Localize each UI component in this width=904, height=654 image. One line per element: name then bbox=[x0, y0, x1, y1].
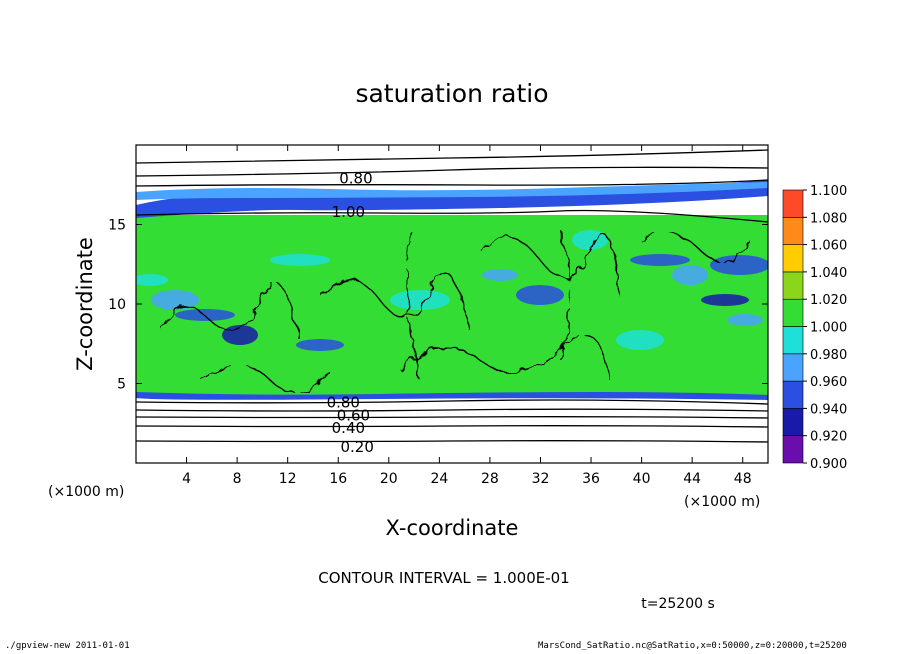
footer-left: ./gpview-new 2011-01-01 bbox=[5, 641, 130, 651]
isoline bbox=[136, 408, 768, 412]
saturated-region bbox=[136, 215, 768, 395]
colorbar-label: 1.040 bbox=[810, 266, 847, 281]
y-tick-label: 5 bbox=[117, 377, 126, 393]
y-tick-label: 10 bbox=[108, 297, 126, 313]
isoline bbox=[136, 399, 768, 405]
field-patch bbox=[516, 285, 564, 305]
isoline bbox=[399, 334, 611, 381]
field-patch bbox=[270, 254, 330, 266]
time-text: t=25200 s bbox=[641, 596, 715, 612]
footer-right: MarsCond_SatRatio.nc@SatRatio,x=0:50000,… bbox=[538, 641, 847, 651]
field-patch bbox=[630, 254, 690, 266]
y-tick-label: 15 bbox=[108, 218, 126, 234]
colorbar-band bbox=[782, 271, 804, 300]
isoline bbox=[136, 149, 768, 164]
x-tick-label: 12 bbox=[279, 471, 297, 487]
field-patch bbox=[390, 290, 450, 310]
colorbar-label: 1.000 bbox=[810, 321, 847, 336]
x-axis-label: X-coordinate bbox=[386, 516, 519, 540]
field-patch bbox=[710, 255, 768, 275]
colorbar-label: 0.920 bbox=[810, 430, 847, 445]
colorbar-label: 0.900 bbox=[810, 457, 847, 472]
colorbar-band bbox=[782, 217, 804, 245]
x-tick-label: 16 bbox=[329, 471, 347, 487]
contour-interval-text: CONTOUR INTERVAL = 1.000E-01 bbox=[318, 569, 569, 587]
colorbar-label: 1.100 bbox=[810, 184, 847, 199]
plot-area bbox=[136, 145, 768, 463]
isoline bbox=[639, 231, 751, 264]
colorbar-band bbox=[782, 298, 804, 327]
lower-blue-fringe bbox=[136, 392, 768, 400]
colorbar-label: 0.940 bbox=[810, 402, 847, 417]
x-unit-left: (×1000 m) bbox=[48, 484, 124, 500]
x-tick-label: 32 bbox=[532, 471, 550, 487]
colorbar-band bbox=[782, 380, 804, 409]
field-patch bbox=[672, 265, 708, 285]
field-patch bbox=[616, 330, 664, 350]
colorbar-band bbox=[782, 353, 804, 382]
x-tick-label: 24 bbox=[430, 471, 448, 487]
isoline bbox=[199, 364, 331, 394]
colorbar-label: 1.020 bbox=[810, 293, 847, 308]
x-axis: 4 8 12 16 20 24 28 32 36 40 44 48 bbox=[182, 145, 752, 487]
x-unit-right: (×1000 m) bbox=[684, 494, 760, 510]
colorbar-label: 1.080 bbox=[810, 211, 847, 226]
x-tick-label: 4 bbox=[182, 471, 191, 487]
contour-lines bbox=[136, 149, 768, 443]
saturation-field bbox=[136, 180, 768, 463]
isoline bbox=[406, 229, 421, 381]
contour-label: 0.60 bbox=[337, 406, 370, 424]
colorbar-band bbox=[782, 189, 804, 218]
contour-label: 0.80 bbox=[327, 394, 360, 412]
colorbar-label: 1.060 bbox=[810, 239, 847, 254]
field-patch bbox=[136, 274, 168, 286]
y-axis-label: Z-coordinate bbox=[73, 237, 97, 371]
x-tick-label: 40 bbox=[633, 471, 651, 487]
contour-label: 1.00 bbox=[332, 203, 365, 221]
isoline bbox=[479, 232, 621, 301]
x-tick-label: 36 bbox=[582, 471, 600, 487]
x-tick-label: 8 bbox=[233, 471, 242, 487]
field-patch bbox=[151, 290, 199, 310]
x-tick-label: 44 bbox=[683, 471, 701, 487]
colorbar: 0.900 0.920 0.940 0.960 0.980 1.000 1.020 1.040… bbox=[782, 184, 847, 472]
colorbar-band bbox=[782, 244, 804, 273]
contour-label: 0.80 bbox=[339, 169, 372, 187]
x-tick-label: 28 bbox=[481, 471, 499, 487]
isoline bbox=[136, 416, 768, 419]
x-tick-label: 20 bbox=[380, 471, 398, 487]
field-patch bbox=[727, 314, 763, 326]
isoline bbox=[136, 179, 768, 187]
isoline bbox=[136, 425, 768, 428]
isoline bbox=[319, 271, 471, 331]
isoline bbox=[136, 166, 768, 177]
colorbar-label: 0.960 bbox=[810, 375, 847, 390]
colorbar-label: 0.980 bbox=[810, 348, 847, 363]
isoline bbox=[159, 281, 301, 341]
colorbar-band bbox=[782, 326, 804, 355]
field-patch bbox=[296, 339, 344, 351]
isoline bbox=[136, 209, 768, 223]
field-patch bbox=[701, 294, 749, 306]
colorbar-band bbox=[782, 435, 804, 464]
y-axis: 5 10 15 bbox=[108, 218, 768, 393]
field-patch bbox=[482, 269, 518, 281]
lower-dry-region bbox=[136, 394, 768, 463]
contour-label: 0.40 bbox=[332, 419, 365, 437]
isoline bbox=[559, 229, 571, 361]
chart-title: saturation ratio bbox=[355, 79, 548, 108]
colorbar-band bbox=[782, 408, 804, 436]
contour-label-group: 0.801.000.800.600.400.20 bbox=[327, 169, 374, 456]
upper-lightblue-band bbox=[136, 182, 768, 200]
x-tick-label: 48 bbox=[734, 471, 752, 487]
field-patch bbox=[222, 325, 258, 345]
contour-label: 0.20 bbox=[340, 438, 373, 456]
isoline bbox=[136, 440, 768, 443]
